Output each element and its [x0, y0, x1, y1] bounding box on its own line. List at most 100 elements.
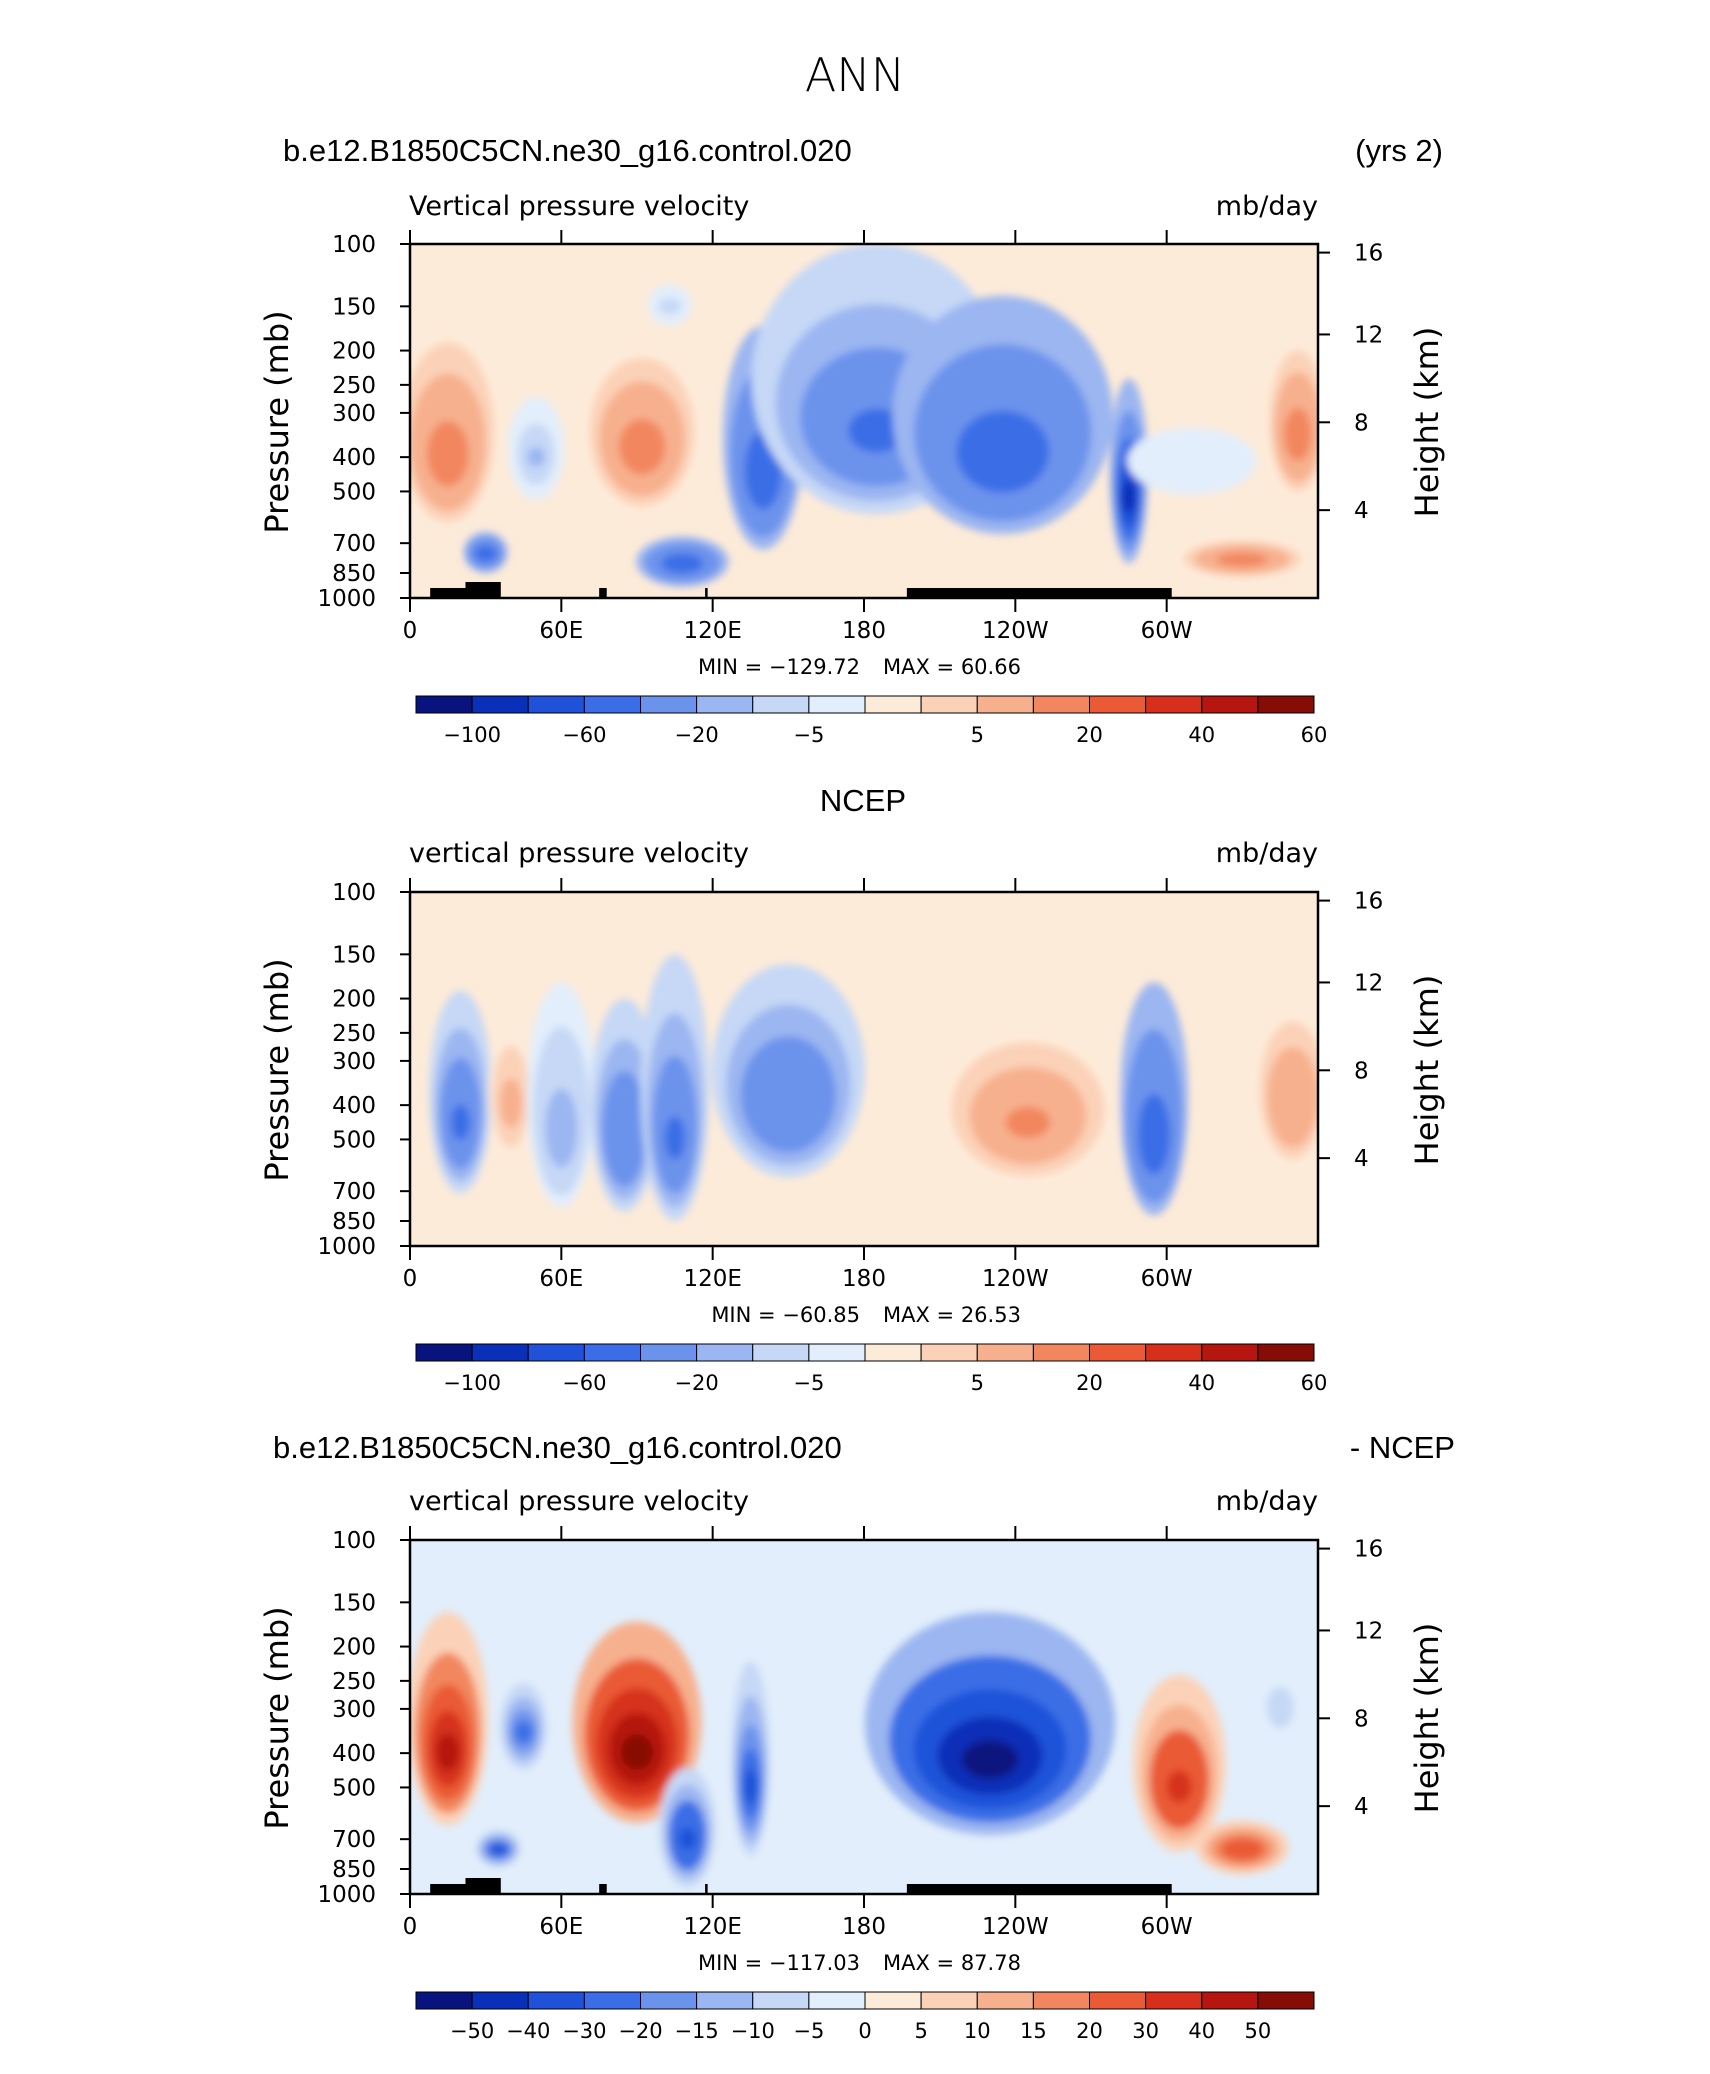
- panel-subtitle: vertical pressure velocity: [409, 838, 749, 869]
- y-tick-label: 250: [332, 1669, 376, 1695]
- contour-feature: [1288, 422, 1307, 450]
- y-tick-label: 100: [332, 1528, 376, 1554]
- contour-feature: [450, 1104, 470, 1141]
- contour-feature: [435, 440, 461, 473]
- y-tick-label: 100: [332, 232, 376, 258]
- colorbar-swatch: [920, 695, 978, 714]
- x-tick-label: 60E: [539, 618, 583, 644]
- contour-feature: [769, 1085, 807, 1123]
- right-tick-label: 16: [1354, 241, 1383, 267]
- y-tick-label: 300: [332, 1049, 376, 1075]
- y-axis-label: Pressure (mb): [258, 310, 296, 533]
- x-tick-labels: 0 60E 120E 180 120W 60W: [403, 878, 1193, 1292]
- colorbar-swatch: [1145, 1991, 1203, 2010]
- colorbar-label: −100: [443, 1371, 501, 1395]
- contour-feature: [1175, 457, 1208, 472]
- contour-feature: [848, 408, 905, 453]
- topography-mask: [906, 588, 1172, 598]
- contour-feature: [614, 1119, 635, 1157]
- colorbar-label: 20: [1076, 723, 1103, 747]
- right-tick-label: 12: [1354, 1618, 1383, 1644]
- colorbar: −50 −40 −30 −20 −15 −10 −5 0 5 10 15 20 30 40 50: [415, 1991, 1315, 2043]
- colorbar-label: 40: [1188, 1371, 1215, 1395]
- x-tick-label: 0: [403, 618, 418, 644]
- colorbar-swatch: [527, 1343, 585, 1362]
- panel-center-title: NCEP: [820, 783, 906, 818]
- contour-feature: [961, 1740, 1019, 1779]
- colorbar-swatch: [471, 695, 529, 714]
- colorbar-label: −5: [793, 2019, 824, 2043]
- panel-left-title: b.e12.B1850C5CN.ne30_g16.control.020: [283, 133, 852, 168]
- colorbar-swatch: [1145, 695, 1203, 714]
- panel-right-title: (yrs 2): [1355, 133, 1443, 168]
- colorbar-label: −5: [793, 723, 824, 747]
- colorbar-label: 5: [971, 1371, 984, 1395]
- panel-right-title: - NCEP: [1350, 1430, 1455, 1465]
- contour-feature: [1281, 1088, 1305, 1121]
- panel-units: mb/day: [1216, 191, 1318, 222]
- x-tick-label: 120W: [982, 618, 1049, 644]
- right-tick-label: 4: [1354, 1146, 1369, 1172]
- y-axis-label: Pressure (mb): [258, 1606, 296, 1829]
- right-tick-label: 16: [1354, 889, 1383, 915]
- max-label: MAX = 26.53: [883, 1303, 1021, 1327]
- contour-feature: [478, 547, 494, 560]
- y-tick-label: 150: [332, 942, 376, 968]
- colorbar-swatch: [1145, 1343, 1203, 1362]
- colorbar-label: −20: [674, 1371, 718, 1395]
- y-tick-label: 400: [332, 1093, 376, 1119]
- x-tick-label: 180: [842, 1914, 886, 1940]
- topography-mask: [705, 588, 708, 598]
- contour-feature: [514, 1721, 533, 1743]
- x-tick-label: 120E: [683, 1914, 741, 1940]
- colorbar-label: 40: [1188, 723, 1215, 747]
- contour-feature: [669, 557, 695, 570]
- colorbar-swatch: [1201, 1343, 1259, 1362]
- contour-feature: [751, 454, 775, 494]
- panel-left-title: b.e12.B1850C5CN.ne30_g16.control.020: [273, 1430, 842, 1465]
- colorbar-swatch: [1089, 1343, 1147, 1362]
- x-tick-label: 180: [842, 1266, 886, 1292]
- panel-subtitle: vertical pressure velocity: [409, 1486, 749, 1517]
- colorbar-swatch: [1257, 1343, 1315, 1362]
- colorbar-swatch: [1257, 695, 1315, 714]
- x-tick-label: 60W: [1141, 618, 1193, 644]
- y-tick-label: 150: [332, 294, 376, 320]
- right-tick-label: 4: [1354, 498, 1369, 524]
- panel-model: b.e12.B1850C5CN.ne30_g16.control.020 (yr…: [258, 133, 1446, 747]
- right-tick-labels: 16 12 8 4: [1318, 241, 1383, 524]
- y-tick-label: 500: [332, 1127, 376, 1153]
- colorbar-swatch: [752, 1991, 810, 2010]
- colorbar-label: −15: [674, 2019, 718, 2043]
- topography-mask: [599, 1884, 607, 1894]
- y-tick-label: 500: [332, 1775, 376, 1801]
- colorbar-swatch: [640, 1991, 698, 2010]
- colorbar-swatch: [752, 1343, 810, 1362]
- colorbar-swatch: [1032, 1343, 1090, 1362]
- y-tick-label: 150: [332, 1590, 376, 1616]
- contour-feature: [503, 1092, 519, 1117]
- colorbar-label: 60: [1301, 1371, 1328, 1395]
- contour-feature: [620, 1734, 654, 1770]
- topography-mask: [465, 582, 501, 598]
- colorbar-swatch: [808, 695, 866, 714]
- colorbar-swatch: [976, 695, 1034, 714]
- contour-feature: [1144, 1118, 1165, 1158]
- panel-units: mb/day: [1216, 838, 1318, 869]
- colorbar-swatch: [696, 695, 754, 714]
- colorbar-label: −30: [562, 2019, 606, 2043]
- colorbar-label: −20: [674, 723, 718, 747]
- x-tick-label: 60W: [1141, 1914, 1193, 1940]
- contour-feature: [977, 435, 1028, 476]
- y-axis-label-right: Height (km): [1408, 975, 1446, 1166]
- min-label: MIN = −60.85: [711, 1303, 860, 1327]
- y-tick-label: 1000: [317, 586, 376, 612]
- colorbar-swatch: [1089, 695, 1147, 714]
- colorbar-swatch: [864, 1991, 922, 2010]
- topography-mask: [430, 1884, 496, 1894]
- contour-feature: [436, 1733, 460, 1771]
- colorbar-swatch: [696, 1343, 754, 1362]
- contour-feature: [1166, 1770, 1192, 1803]
- x-tick-label: 0: [403, 1266, 418, 1292]
- colorbar-label: 50: [1245, 2019, 1272, 2043]
